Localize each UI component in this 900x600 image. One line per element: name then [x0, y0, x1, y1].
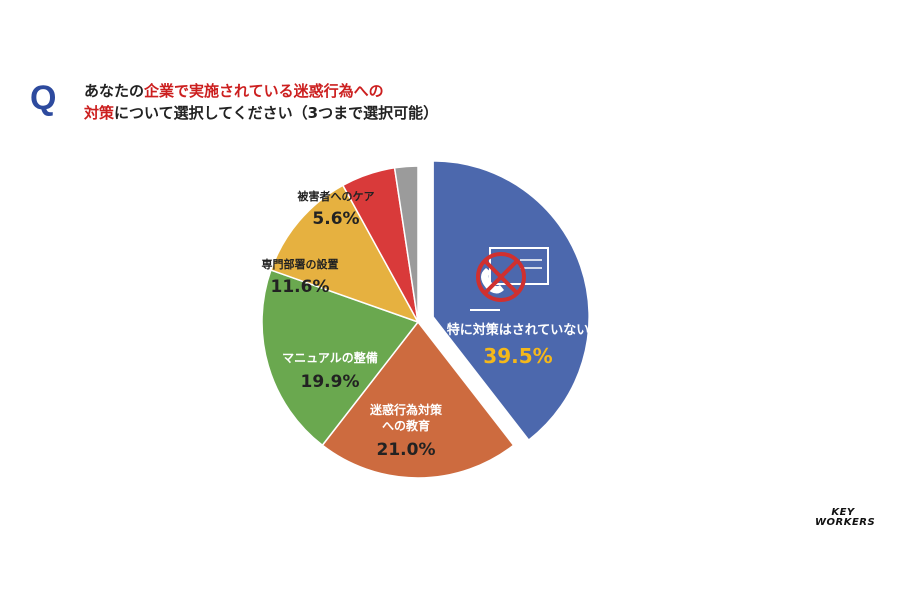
slice-label-0: 特に対策はされていない 39.5%	[447, 322, 590, 368]
question-line1-plain: あなたの	[84, 82, 145, 100]
slice-value-3: 11.6%	[271, 277, 330, 297]
slice-value-1: 21.0%	[377, 440, 436, 460]
key-workers-logo: KEY WORKERS	[815, 507, 876, 528]
slice-value-4: 5.6%	[312, 209, 359, 229]
slice-label-text-1-0: 迷惑行為対策	[369, 402, 443, 417]
question-line2-highlight: 対策	[84, 104, 115, 122]
pie-slice-1	[321, 320, 515, 479]
pie-slice-3	[269, 184, 420, 324]
logo-line-2: WORKERS	[815, 517, 876, 528]
question-line-2: 対策について選択してください（3つまで選択可能）	[84, 102, 438, 124]
question-text: あなたの企業で実施されている迷惑行為への 対策について選択してください（3つまで…	[84, 80, 438, 124]
pie-slice-5	[393, 165, 419, 323]
pie-slice-2	[261, 269, 420, 447]
prohibited-phone-icon	[470, 247, 549, 311]
slice-label-text-0-0: 特に対策はされていない	[447, 322, 590, 338]
slice-value-0: 39.5%	[483, 344, 552, 368]
slice-label-2: マニュアルの整備 19.9%	[282, 350, 378, 392]
question-line1-highlight: 企業で実施されている迷惑行為への	[144, 82, 384, 100]
question-line-1: あなたの企業で実施されている迷惑行為への	[84, 80, 438, 102]
slice-value-2: 19.9%	[301, 372, 360, 392]
slice-label-text-1-1: への教育	[382, 418, 430, 433]
logo-line-1: KEY	[831, 507, 855, 518]
slice-label-text-4-0: 被害者へのケア	[298, 189, 375, 203]
pie-slice-0	[432, 160, 590, 442]
slice-label-3: 専門部署の設置 11.6%	[262, 257, 339, 297]
slice-label-text-3-0: 専門部署の設置	[262, 257, 339, 271]
question-line2-plain: について選択してください（3つまで選択可能）	[114, 104, 439, 122]
slice-label-4: 被害者へのケア 5.6%	[298, 189, 375, 229]
question-mark: Q	[30, 79, 57, 117]
slice-label-text-2-0: マニュアルの整備	[282, 350, 378, 365]
